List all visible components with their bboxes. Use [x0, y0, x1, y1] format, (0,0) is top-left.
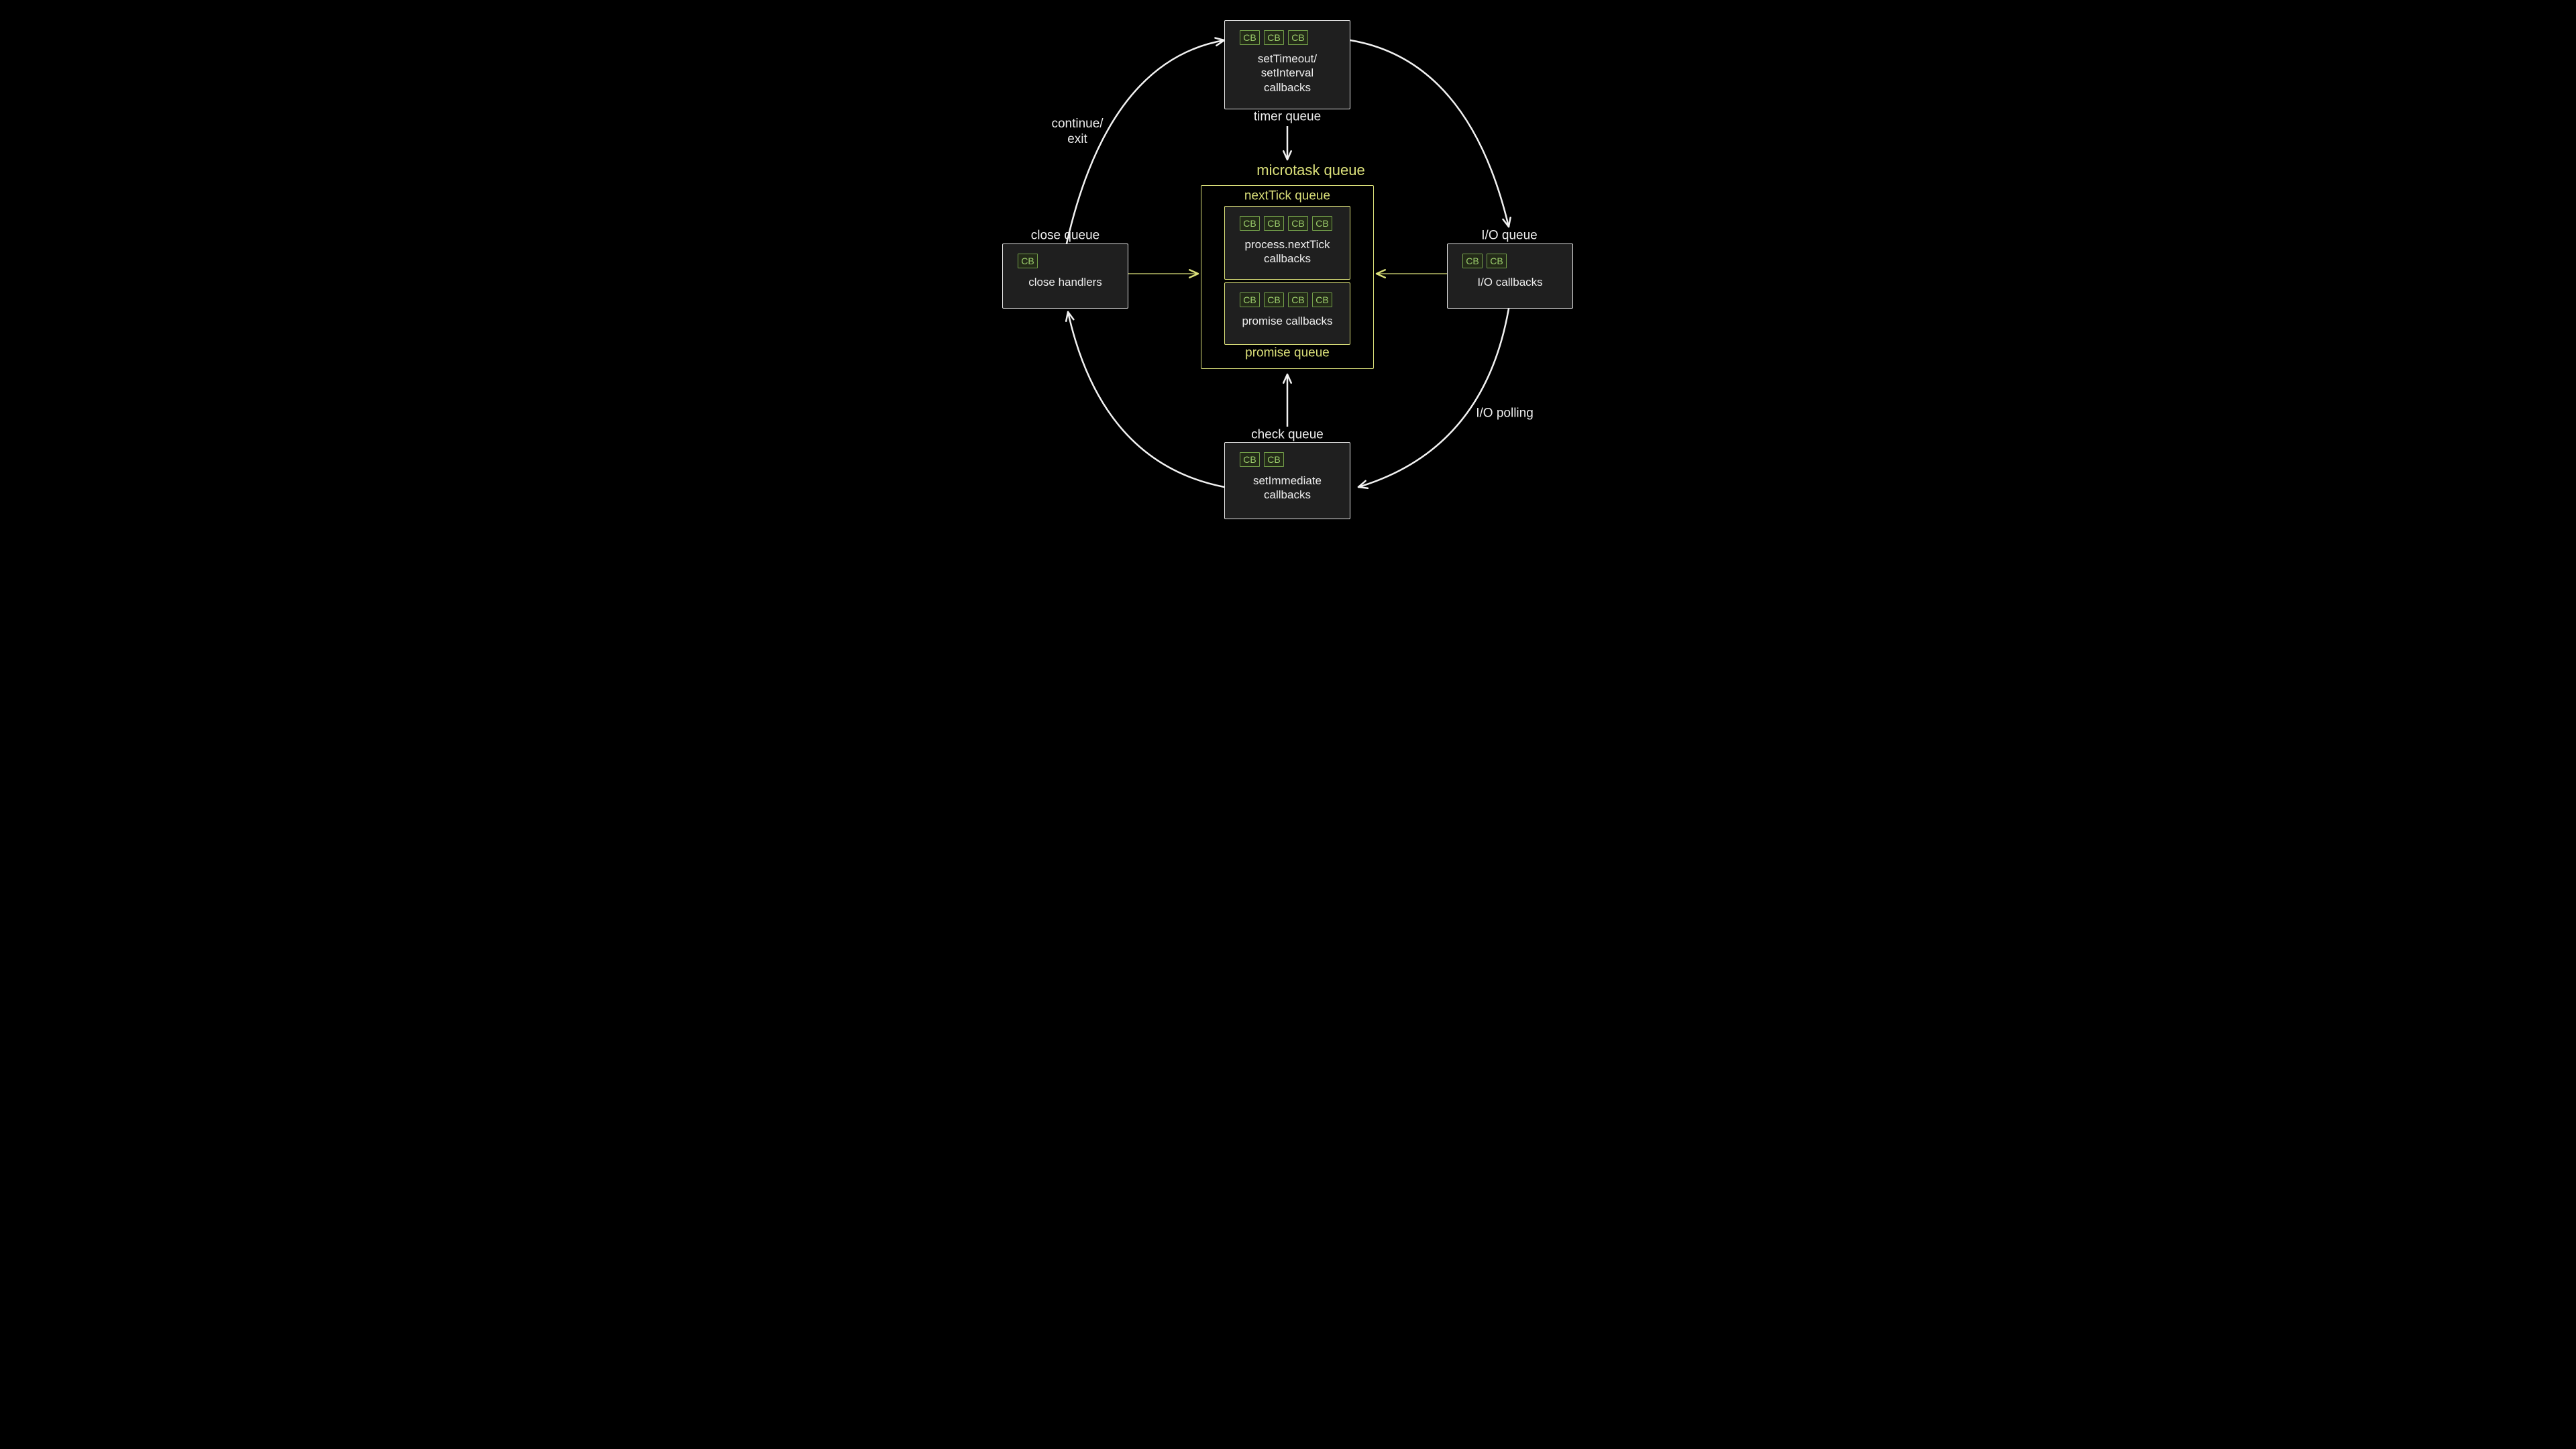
io-text: I/O callbacks — [1470, 268, 1549, 299]
check_q-label: check queue — [1251, 428, 1324, 443]
io-box: CB CBI/O callbacks — [1447, 244, 1573, 309]
io_q-label: I/O queue — [1481, 229, 1537, 244]
nexttick-box: CB CB CB CBprocess.nextTick callbacks — [1224, 206, 1350, 280]
diagram-stage: CBCBCBsetTimeout/ setInterval callbacksC… — [800, 0, 1776, 547]
check-text: setImmediate callbacks — [1246, 467, 1328, 512]
timer_q-label: timer queue — [1254, 110, 1321, 125]
callback-badge: CB — [1264, 216, 1284, 231]
timer-cb-row: CB CB CB — [1225, 21, 1350, 45]
nexttick-text: process.nextTick callbacks — [1238, 231, 1337, 276]
close-cb-row: CB — [1003, 244, 1128, 268]
callback-badge: CB — [1240, 292, 1260, 307]
callback-badge: CB — [1240, 452, 1260, 467]
callback-badge: CB — [1018, 254, 1038, 268]
callback-badge: CB — [1312, 292, 1332, 307]
promise-text: promise callbacks — [1235, 307, 1339, 337]
callback-badge: CB — [1264, 30, 1284, 45]
callback-badge: CB — [1312, 216, 1332, 231]
close_q-label: close queue — [1031, 229, 1099, 244]
timer-box: CB CB CBsetTimeout/ setInterval callbacks — [1224, 20, 1350, 109]
callback-badge: CB — [1264, 292, 1284, 307]
iopolling-label: I/O polling — [1476, 407, 1534, 422]
io-cb-row: CB CB — [1448, 244, 1572, 268]
close-text: close handlers — [1022, 268, 1109, 299]
check-box: CB CBsetImmediate callbacks — [1224, 442, 1350, 519]
promise_q-label: promise queue — [1245, 346, 1330, 362]
callback-badge: CB — [1288, 292, 1308, 307]
callback-badge: CB — [1487, 254, 1507, 268]
promise-box: CB CB CB CBpromise callbacks — [1224, 282, 1350, 345]
check-cb-row: CB CB — [1225, 443, 1350, 467]
callback-badge: CB — [1288, 216, 1308, 231]
callback-badge: CB — [1240, 30, 1260, 45]
continue-label: continue/ exit — [1051, 117, 1103, 148]
timer-text: setTimeout/ setInterval callbacks — [1251, 45, 1324, 104]
callback-badge: CB — [1264, 452, 1284, 467]
microtask_q-label: microtask queue — [1256, 162, 1364, 179]
callback-badge: CB — [1288, 30, 1308, 45]
nexttick_q-label: nextTick queue — [1244, 189, 1330, 205]
close-box: CBclose handlers — [1002, 244, 1128, 309]
promise-cb-row: CB CB CB CB — [1225, 283, 1350, 307]
callback-badge: CB — [1462, 254, 1483, 268]
nexttick-cb-row: CB CB CB CB — [1225, 207, 1350, 231]
callback-badge: CB — [1240, 216, 1260, 231]
